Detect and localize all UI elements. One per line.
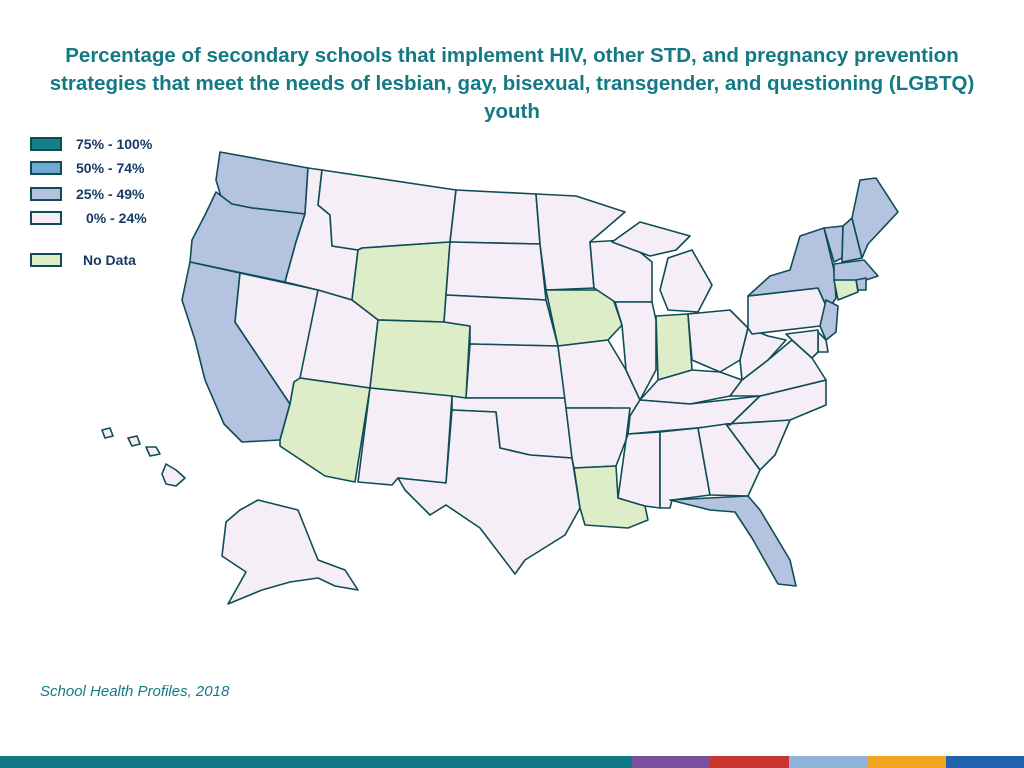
legend-label-0-24: 0% - 24% [86, 210, 147, 226]
state-fl[interactable] [669, 495, 797, 587]
state-ky[interactable] [639, 369, 743, 405]
state-nd[interactable] [449, 189, 541, 245]
state-tx[interactable] [397, 409, 581, 575]
footer-seg-teal [0, 756, 632, 768]
state-ar[interactable] [565, 407, 631, 469]
footer-seg-blue [946, 756, 1024, 768]
state-wy[interactable] [351, 241, 451, 323]
state-hi-kauai[interactable] [101, 427, 114, 439]
footer-seg-red [710, 756, 789, 768]
state-me[interactable] [851, 177, 899, 259]
map-title: Percentage of secondary schools that imp… [49, 44, 975, 123]
state-sd[interactable] [445, 241, 547, 301]
state-ak[interactable] [221, 499, 359, 605]
state-nm[interactable] [357, 387, 453, 486]
footer-seg-orange [867, 756, 946, 768]
state-co[interactable] [369, 319, 471, 399]
legend-label-50-74: 50% - 74% [76, 160, 145, 176]
legend-label-75-100: 75% - 100% [76, 136, 153, 152]
state-md[interactable] [785, 329, 819, 359]
state-mi-up[interactable] [611, 221, 691, 257]
state-il[interactable] [614, 301, 657, 401]
state-hi[interactable] [161, 463, 186, 487]
legend-swatch-0-24 [30, 211, 62, 225]
footer-color-bar [0, 756, 1024, 768]
legend-swatch-no-data [30, 253, 62, 267]
state-ct[interactable] [833, 279, 859, 301]
state-mi[interactable] [659, 249, 713, 313]
state-la[interactable] [573, 465, 649, 529]
state-ma[interactable] [833, 259, 879, 283]
source-citation: School Health Profiles, 2018 [40, 683, 230, 700]
state-ga[interactable] [697, 423, 761, 497]
state-hi-maui[interactable] [145, 446, 161, 457]
state-in[interactable] [655, 313, 693, 381]
footer-seg-purple [632, 756, 710, 768]
state-az[interactable] [279, 377, 371, 483]
state-ks[interactable] [465, 343, 567, 399]
state-oh[interactable] [687, 309, 749, 373]
legend-label-25-49: 25% - 49% [76, 186, 145, 202]
legend-swatch-50-74 [30, 161, 62, 175]
legend-label-no-data: No Data [83, 252, 136, 268]
state-mt[interactable] [317, 169, 457, 251]
state-nj[interactable] [819, 299, 839, 341]
state-hi-oahu[interactable] [127, 435, 141, 447]
legend-swatch-75-100 [30, 137, 62, 151]
footer-seg-light-blue [789, 756, 867, 768]
state-ny[interactable] [747, 227, 837, 311]
legend-swatch-25-49 [30, 187, 62, 201]
